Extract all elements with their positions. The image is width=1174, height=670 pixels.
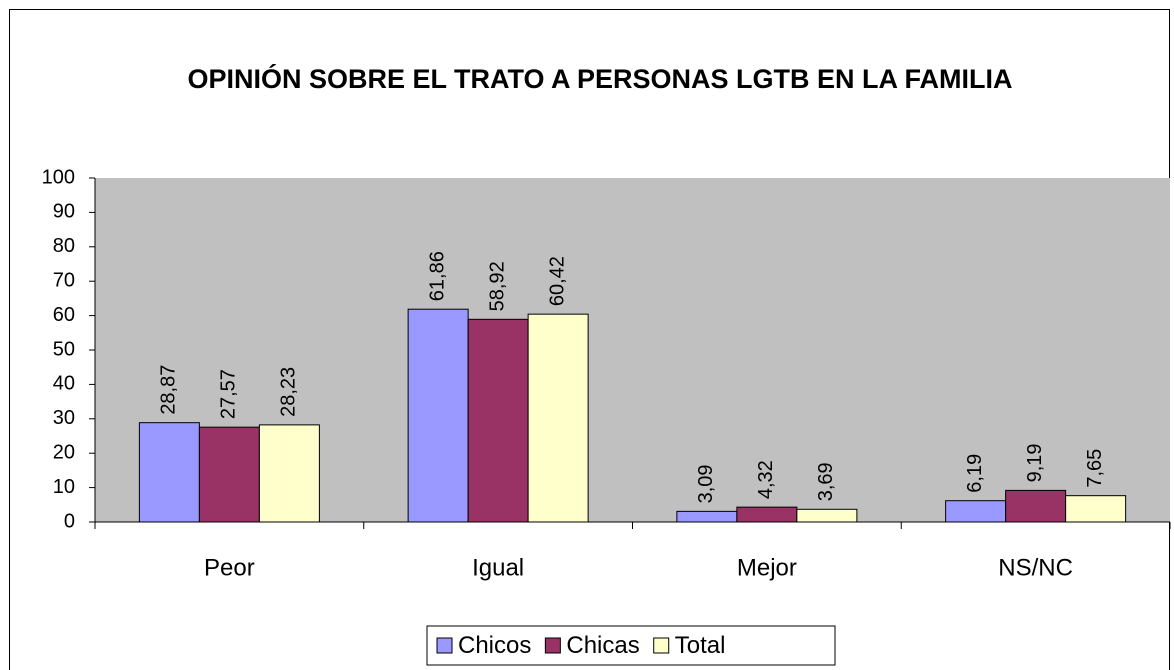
legend-swatch [544, 637, 561, 654]
value-label: 27,57 [218, 369, 240, 419]
y-tick-label: 30 [53, 407, 75, 429]
y-tick-label: 50 [53, 338, 75, 360]
y-tick-label: 60 [53, 304, 75, 326]
value-label: 3,69 [815, 462, 837, 501]
y-tick-label: 70 [53, 269, 75, 291]
value-label: 4,32 [755, 460, 777, 499]
bar [198, 426, 260, 523]
bar [1005, 489, 1067, 523]
y-tick-label: 0 [64, 510, 75, 532]
legend-box [426, 625, 836, 666]
bar [258, 424, 320, 523]
y-tick-label: 10 [53, 476, 75, 498]
value-label: 28,23 [278, 367, 300, 417]
value-label: 6,19 [964, 454, 986, 493]
y-tick-label: 90 [53, 201, 75, 223]
y-tick-label: 80 [53, 235, 75, 257]
value-label: 9,19 [1024, 443, 1046, 482]
x-tick-label: Igual [472, 554, 524, 581]
bar [736, 506, 798, 523]
bar [796, 508, 858, 523]
bar [676, 510, 738, 523]
value-label: 60,42 [546, 256, 568, 306]
legend-label: Chicos [458, 632, 531, 659]
value-label: 61,86 [426, 251, 448, 301]
y-tick-label: 100 [42, 166, 75, 188]
legend-swatch [653, 637, 670, 654]
value-label: 58,92 [486, 261, 508, 311]
value-label: 28,87 [158, 365, 180, 415]
bar [407, 308, 469, 523]
chart-title: OPINIÓN SOBRE EL TRATO A PERSONAS LGTB E… [187, 64, 1013, 94]
legend-swatch [436, 637, 453, 654]
bar [138, 422, 200, 523]
value-label: 7,65 [1084, 449, 1106, 488]
bar [467, 318, 529, 523]
value-label: 3,09 [695, 464, 717, 503]
legend-label: Total [675, 632, 726, 659]
legend-label: Chicas [566, 632, 639, 659]
x-tick-label: Mejor [737, 554, 797, 581]
bar [1065, 495, 1127, 523]
x-tick-label: NS/NC [998, 554, 1073, 581]
bar [945, 500, 1007, 523]
y-tick-label: 40 [53, 373, 75, 395]
bar [527, 313, 589, 523]
x-tick-label: Peor [204, 554, 255, 581]
y-tick-label: 20 [53, 441, 75, 463]
